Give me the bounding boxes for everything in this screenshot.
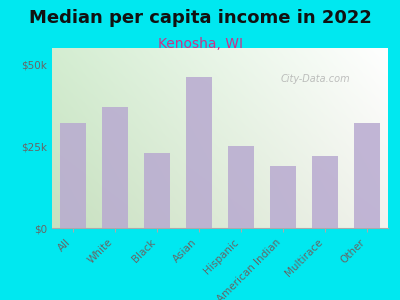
Bar <box>354 123 380 228</box>
Bar <box>60 123 86 228</box>
Bar <box>270 166 296 228</box>
Bar <box>102 107 128 228</box>
Text: Kenosha, WI: Kenosha, WI <box>158 38 242 52</box>
Bar <box>228 146 254 228</box>
Bar <box>312 156 338 228</box>
Bar <box>144 153 170 228</box>
Text: City-Data.com: City-Data.com <box>280 74 350 84</box>
Bar <box>186 77 212 228</box>
Text: Median per capita income in 2022: Median per capita income in 2022 <box>28 9 372 27</box>
